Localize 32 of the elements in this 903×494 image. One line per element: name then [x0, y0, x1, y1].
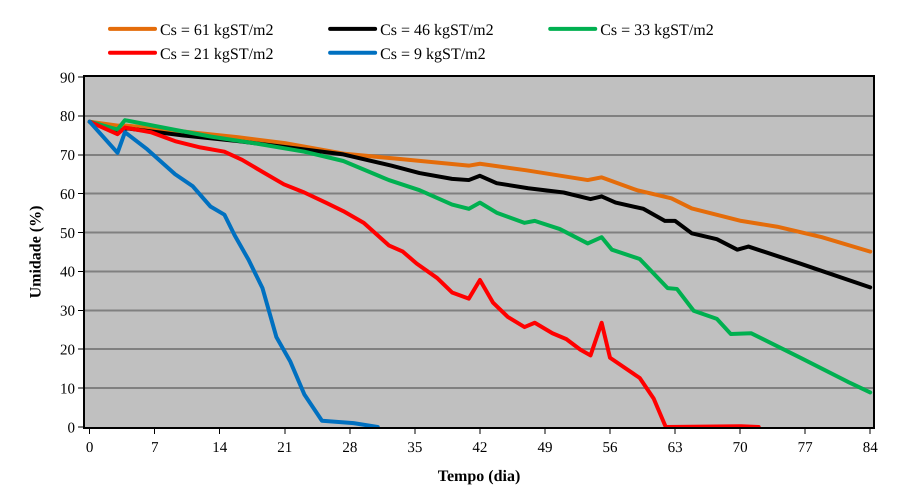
x-tick-label: 63: [668, 440, 683, 456]
y-tick-label: 0: [68, 420, 75, 436]
legend-label: Cs = 61 kgST/m2: [160, 22, 274, 40]
y-tick-label: 80: [60, 109, 75, 126]
x-tick-label: 70: [732, 440, 748, 456]
x-tick-label: 7: [150, 440, 159, 456]
x-tick-label: 14: [212, 440, 228, 456]
y-tick-label: 40: [60, 264, 75, 281]
x-tick-label: 0: [86, 440, 94, 456]
x-tick-label: 56: [602, 440, 618, 456]
y-tick-label: 60: [60, 186, 75, 203]
line-series: [88, 120, 380, 427]
y-axis-title: Umidade (%): [27, 206, 44, 298]
y-tick-label: 20: [60, 342, 75, 358]
x-tick-label: 84: [862, 440, 878, 456]
legend-label: Cs = 21 kgST/m2: [160, 46, 274, 63]
y-tick-label: 50: [60, 226, 75, 242]
y-tick-label: 30: [60, 304, 75, 320]
x-tick-label: 28: [342, 440, 358, 456]
y-tick-label: 90: [60, 70, 75, 86]
y-tick-label: 10: [60, 381, 75, 398]
x-tick-label: 35: [407, 440, 422, 456]
legend-label: Cs = 46 kgST/m2: [380, 22, 494, 40]
legend-label: Cs = 9 kgST/m2: [380, 46, 486, 63]
x-axis-title: Tempo (dia): [438, 468, 520, 486]
line-series: [88, 118, 872, 394]
y-tick-label: 70: [60, 148, 75, 164]
x-tick-label: 42: [472, 440, 488, 456]
x-tick-label: 21: [277, 440, 292, 456]
legend-label: Cs = 33 kgST/m2: [600, 22, 714, 40]
x-tick-label: 77: [798, 440, 814, 456]
x-tick-label: 49: [537, 440, 552, 456]
